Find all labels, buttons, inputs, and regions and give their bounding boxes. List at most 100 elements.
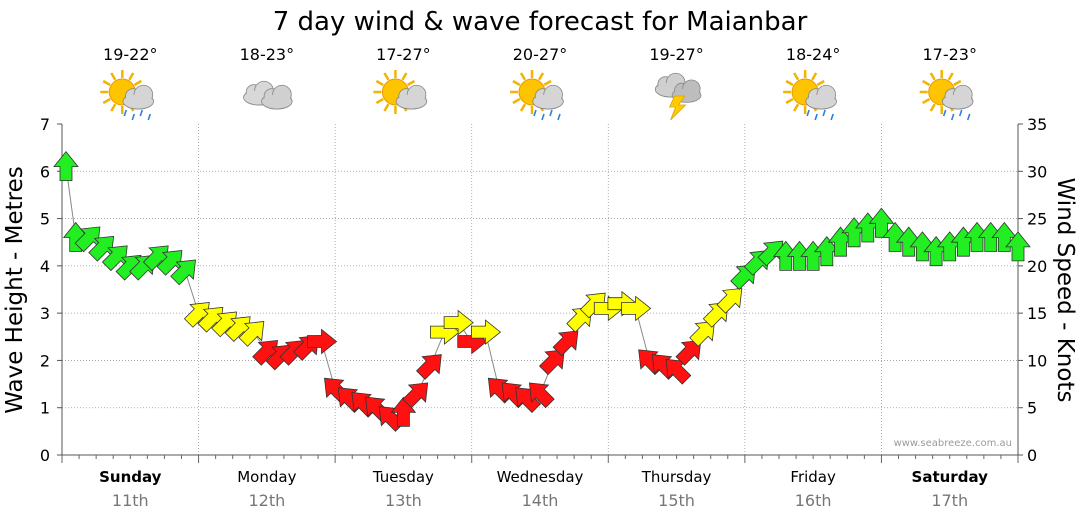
wind-arrow xyxy=(895,226,922,257)
wind-series xyxy=(53,150,1031,432)
wind-arrow xyxy=(964,221,990,252)
x-axis-day-labels: Sunday 11th Monday 12th Tuesday 13th Wednesday… xyxy=(99,468,988,510)
rain-drop xyxy=(147,113,152,121)
wind-arrow xyxy=(827,226,854,257)
rain-drop xyxy=(541,113,545,121)
sun-ray xyxy=(375,79,384,87)
day-date-label: 15th xyxy=(658,491,695,510)
y2-tick-label: 25 xyxy=(1027,210,1047,229)
cloud-fill xyxy=(806,94,836,109)
cloud-fill xyxy=(262,94,292,109)
weather-sun-cloud-rain-icon xyxy=(919,70,974,121)
rain-shape xyxy=(942,109,971,121)
day-date-label: 13th xyxy=(385,491,422,510)
cloud-shape xyxy=(532,84,564,110)
wind-arrow xyxy=(470,319,502,345)
cloud-shape xyxy=(941,84,974,110)
y-tick-label: 5 xyxy=(40,210,50,229)
weather-cloud-icon xyxy=(243,80,293,110)
sun-ray xyxy=(102,97,111,105)
rain-drop xyxy=(533,109,537,117)
wind-arrow xyxy=(552,330,579,357)
rain-drop xyxy=(958,109,963,117)
sun-ray xyxy=(785,97,794,105)
sun-ray xyxy=(401,72,408,81)
day-name-label: Friday xyxy=(790,468,836,486)
y-tick-label: 7 xyxy=(40,115,50,134)
sun-ray xyxy=(953,79,962,87)
cloud-fill xyxy=(396,94,426,109)
day-name-label: Monday xyxy=(237,468,296,486)
wind-arrow xyxy=(156,250,183,276)
sun-ray xyxy=(793,72,800,81)
day-name-label: Tuesday xyxy=(372,468,434,486)
wind-arrow xyxy=(515,387,542,414)
wind-arrow xyxy=(977,221,1004,252)
wind-arrow xyxy=(1005,231,1031,262)
sun-ray xyxy=(406,79,416,87)
wind-arrow xyxy=(909,231,936,262)
cloud-shape xyxy=(805,84,837,110)
wind-arrow xyxy=(772,240,799,271)
y-tick-label: 3 xyxy=(40,304,50,323)
sun-ray xyxy=(383,103,390,112)
wind-arrow xyxy=(170,259,196,286)
rain-drop xyxy=(966,113,971,121)
y-tick-label: 2 xyxy=(40,351,50,370)
sun-ray xyxy=(785,79,794,87)
wind-arrow xyxy=(74,226,101,253)
sun-ray xyxy=(793,103,800,112)
cloud-shape xyxy=(122,84,155,110)
day-temperature: 17-27° xyxy=(376,45,431,64)
day-date-label: 14th xyxy=(522,491,559,510)
weather-storm-icon xyxy=(654,72,702,121)
wind-arrow xyxy=(689,321,715,347)
chart-title: 7 day wind & wave forecast for Maianbar xyxy=(273,7,808,37)
rain-shape xyxy=(533,109,561,121)
wind-arrow xyxy=(528,382,555,409)
cloud-fill xyxy=(533,94,563,109)
rain-drop xyxy=(942,109,947,117)
sun-ray xyxy=(383,72,390,81)
cloud-fill xyxy=(123,94,153,109)
y2-tick-label: 0 xyxy=(1027,446,1037,465)
wind-arrow xyxy=(238,321,265,347)
weather-sun-cloud-rain-icon xyxy=(783,70,837,121)
y2-tick-label: 20 xyxy=(1027,257,1047,276)
sun-ray xyxy=(922,79,931,87)
sun-ray xyxy=(110,103,117,112)
rain-shape xyxy=(123,109,152,121)
cloud-shape xyxy=(395,84,428,110)
sun-ray xyxy=(929,72,936,81)
day-temperature: 18-24° xyxy=(786,45,841,64)
day-name-label: Thursday xyxy=(641,468,712,486)
cloud-shape xyxy=(261,84,293,110)
sun-ray xyxy=(922,97,931,105)
lightning-bolt xyxy=(668,95,687,121)
sun-ray xyxy=(519,72,527,81)
wind-arrow xyxy=(88,235,115,262)
day-date-label: 16th xyxy=(795,491,832,510)
rain-drop xyxy=(557,113,561,121)
wind-arrow xyxy=(415,354,442,380)
wind-arrow xyxy=(665,358,692,385)
y2-tick-label: 15 xyxy=(1027,304,1047,323)
y-axis-label: Wave Height - Metres xyxy=(2,166,28,414)
day-date-label: 17th xyxy=(931,491,968,510)
wind-arrow xyxy=(443,309,474,336)
weather-sun-cloud-rain-icon xyxy=(510,70,564,121)
y-tick-label: 0 xyxy=(40,446,50,465)
weather-forecast-row: 19-22° 18-23° 17-27° 20-27° 19-27° 18-24° 17-2… xyxy=(100,45,977,121)
y2-tick-label: 10 xyxy=(1027,351,1047,370)
weather-sun-cloud-icon xyxy=(373,70,428,114)
day-temperature: 18-23° xyxy=(240,45,295,64)
wind-arrow xyxy=(675,339,702,366)
weather-sun-cloud-rain-icon xyxy=(100,70,155,121)
day-date-label: 11th xyxy=(112,491,149,510)
sun-ray xyxy=(102,79,111,87)
wind-arrow xyxy=(53,150,79,182)
day-temperature: 19-22° xyxy=(103,45,158,64)
wind-arrow xyxy=(786,240,813,271)
day-temperature: 20-27° xyxy=(513,45,568,64)
